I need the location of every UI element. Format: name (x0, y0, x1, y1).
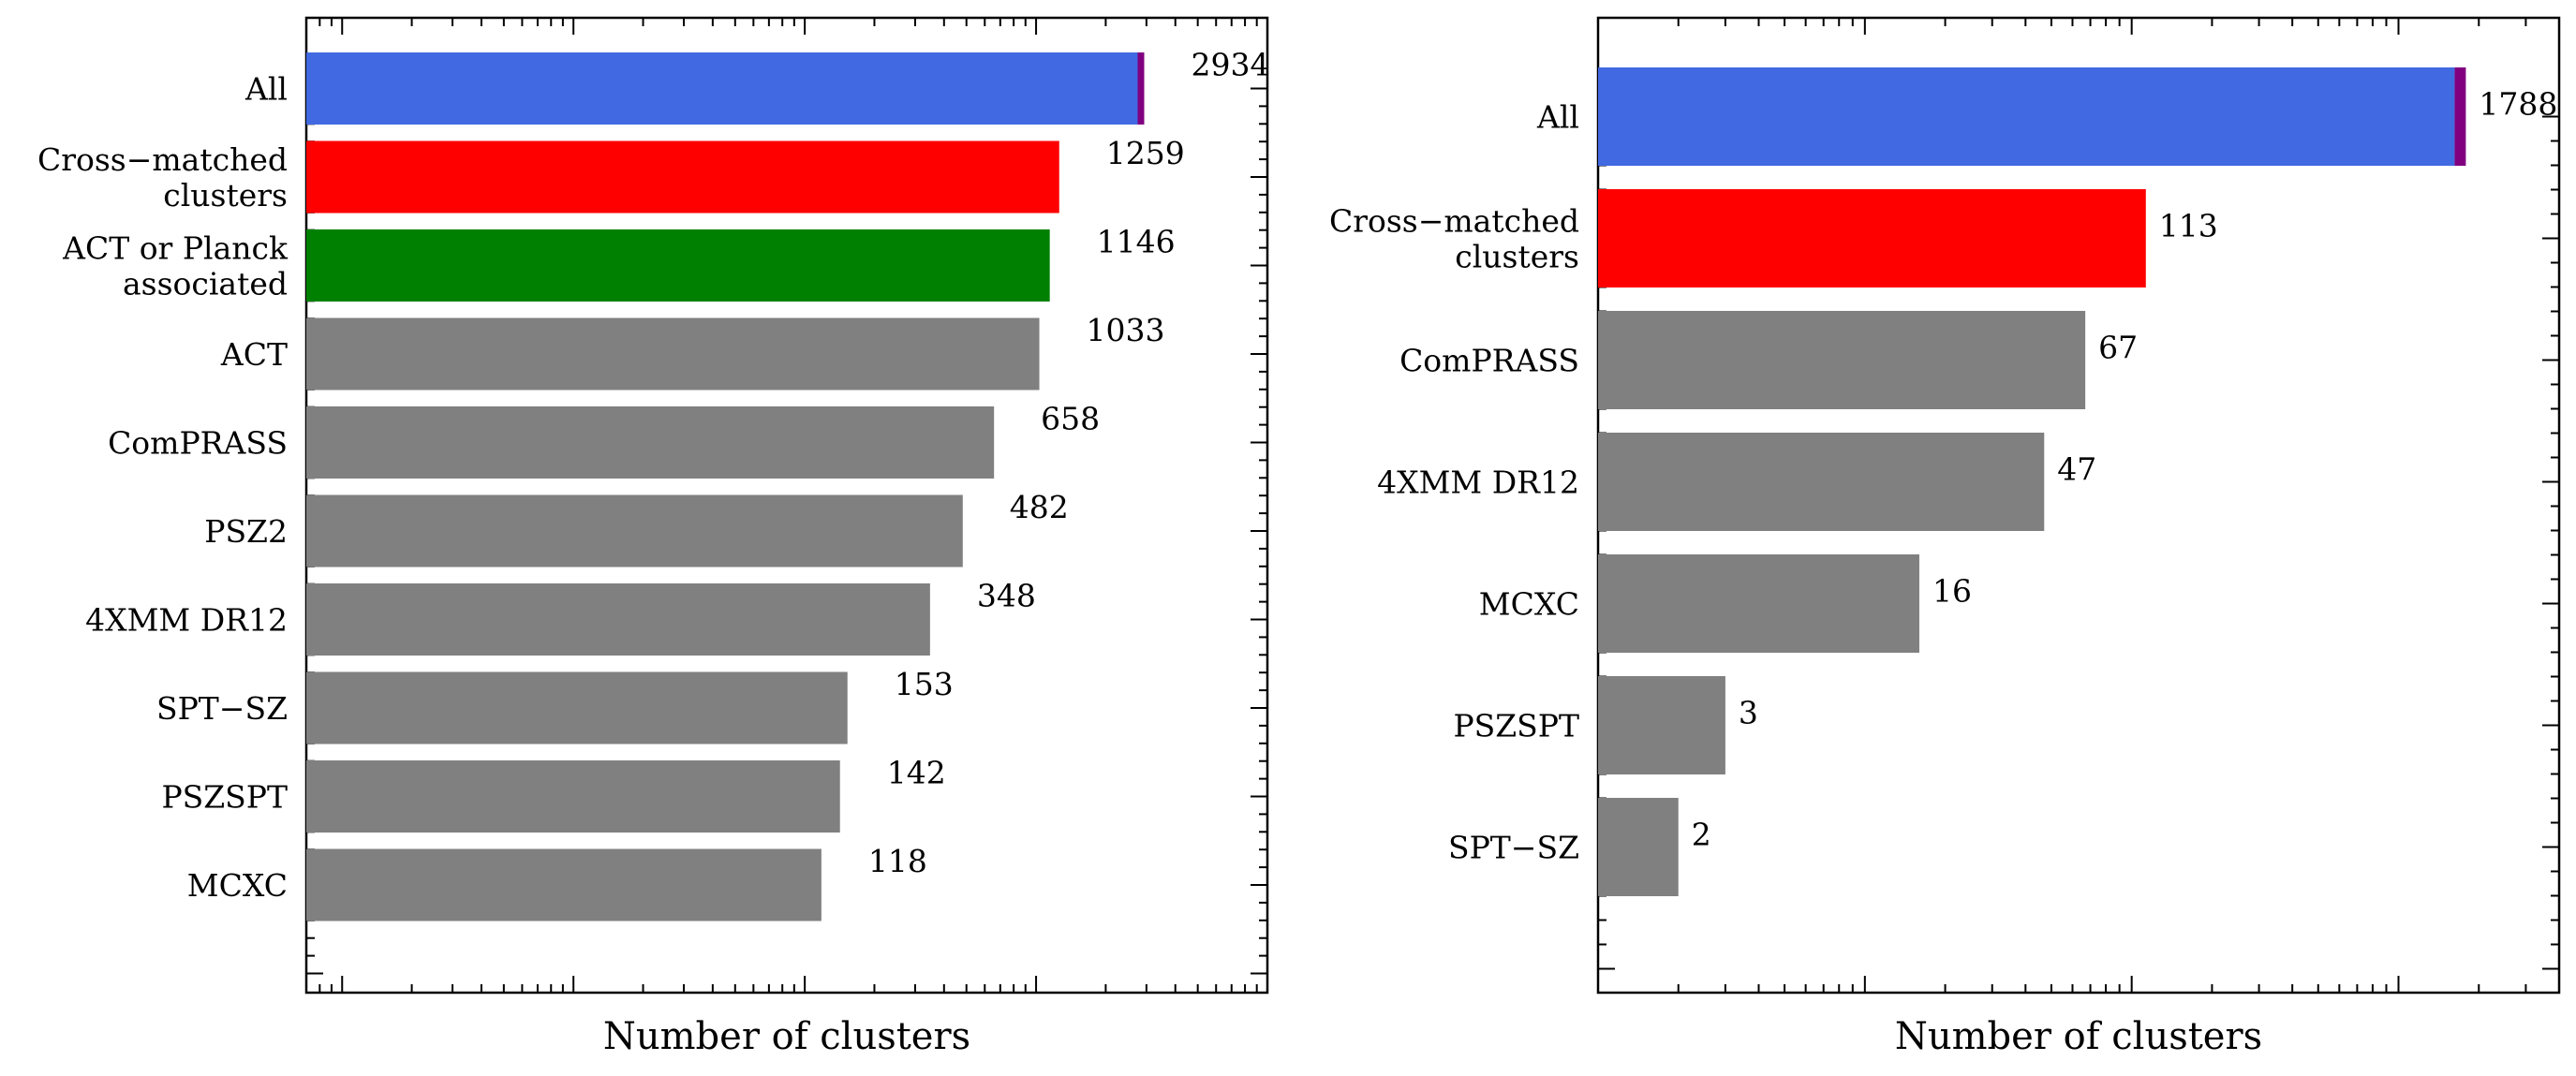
left-bar-pszspt (306, 760, 840, 833)
right-bar-mcxc (1598, 554, 1919, 653)
left-bar-spt-sz (306, 671, 848, 744)
right-category-label-comprass: ComPRASS (1399, 343, 1579, 379)
left-value-label-spt-sz: 153 (895, 666, 954, 702)
right-value-label-spt-sz: 2 (1692, 817, 1711, 853)
left-value-label-psz2: 482 (1010, 489, 1069, 525)
right-value-label-mcxc: 16 (1932, 573, 1972, 610)
right-bar-pszspt (1598, 676, 1725, 774)
left-value-label-cross-matched-clusters: 1259 (1106, 135, 1185, 171)
left-category-labels: All Cross−matched clusters ACT or Planck ass… (37, 71, 289, 905)
right-bar-cross-matched-clusters (1598, 189, 2146, 287)
left-x-axis-title: Number of clusters (603, 1015, 970, 1058)
left-bar-act-or-planck-associated (306, 229, 1050, 302)
left-bar-comprass (306, 406, 995, 479)
left-category-label-pszspt: PSZSPT (161, 779, 288, 816)
right-category-label-spt-sz: SPT−SZ (1448, 830, 1579, 866)
left-bar-cross-matched-clusters (306, 140, 1059, 214)
right-bars (1598, 67, 2466, 896)
right-value-labels: 1788 113 67 47 16 3 2 (1692, 86, 2558, 853)
right-category-label-4xmm-dr12: 4XMM DR12 (1377, 464, 1579, 501)
left-bar-act (306, 317, 1040, 391)
left-category-label-cross-matched-clusters: Cross−matched clusters (37, 141, 288, 214)
left-value-labels: 2934 1259 1146 1033 658 482 348 153 142 118 (868, 47, 1270, 880)
right-value-label-cross-matched-clusters: 113 (2159, 208, 2218, 244)
left-category-label-act: ACT (220, 336, 288, 373)
right-category-labels: All Cross−matched clusters ComPRASS 4XMM DR1… (1329, 99, 1579, 866)
right-category-label-all: All (1536, 99, 1579, 136)
left-category-label-all: All (244, 71, 288, 108)
right-value-label-pszspt: 3 (1739, 695, 1758, 731)
left-category-label-psz2: PSZ2 (204, 513, 288, 550)
left-category-label-spt-sz: SPT−SZ (156, 690, 288, 727)
right-bar-4xmm-dr12 (1598, 433, 2045, 531)
right-bar-spt-sz (1598, 798, 1679, 896)
right-bar-all (1598, 67, 2455, 166)
left-bar-cap-all (1137, 52, 1145, 125)
right-category-label-cross-matched-clusters: Cross−matched clusters (1329, 203, 1579, 275)
right-value-label-comprass: 67 (2098, 330, 2138, 366)
left-value-label-comprass: 658 (1041, 401, 1100, 437)
right-bar-comprass (1598, 311, 2086, 409)
right-category-label-pszspt: PSZSPT (1453, 708, 1579, 744)
left-bar-all (306, 52, 1138, 125)
right-x-axis-title: Number of clusters (1895, 1015, 2262, 1058)
left-value-label-4xmm-dr12: 348 (977, 578, 1036, 614)
left-value-label-act: 1033 (1087, 312, 1165, 348)
left-category-label-mcxc: MCXC (187, 867, 288, 904)
right-value-label-4xmm-dr12: 47 (2057, 451, 2096, 488)
right-bar-cap-all (2454, 67, 2466, 166)
left-bar-psz2 (306, 494, 963, 567)
left-chart-panel: All Cross−matched clusters ACT or Planck ass… (37, 16, 1270, 1058)
left-category-label-act-or-planck-associated: ACT or Planck associated (62, 230, 289, 302)
left-category-label-comprass: ComPRASS (108, 425, 288, 462)
left-bar-mcxc (306, 848, 822, 921)
left-value-label-all: 2934 (1191, 47, 1269, 83)
right-category-label-mcxc: MCXC (1479, 586, 1579, 623)
left-value-label-mcxc: 118 (868, 843, 927, 879)
right-value-label-all: 1788 (2479, 86, 2557, 123)
right-chart-panel: All Cross−matched clusters ComPRASS 4XMM DR1… (1329, 16, 2561, 1058)
left-bar-4xmm-dr12 (306, 583, 930, 656)
left-bars (306, 52, 1145, 921)
left-value-label-pszspt: 142 (887, 755, 946, 791)
left-category-label-4xmm-dr12: 4XMM DR12 (85, 602, 288, 639)
left-value-label-act-or-planck-associated: 1146 (1097, 224, 1176, 260)
